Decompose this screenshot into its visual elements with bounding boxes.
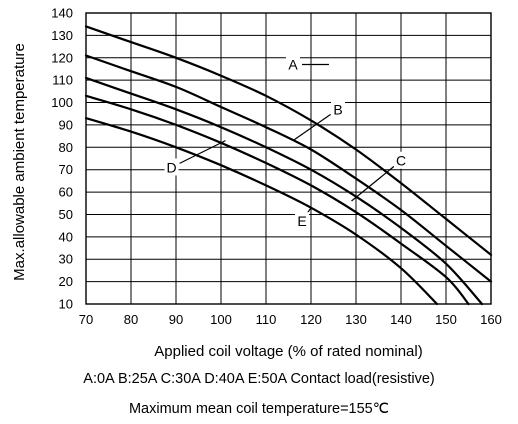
plot-frame <box>85 12 492 305</box>
annotation-label-a: A <box>288 56 298 72</box>
x-tick-label: 110 <box>256 312 277 327</box>
annotation-leaders <box>179 63 395 215</box>
series-line-b <box>84 54 493 283</box>
y-tick-label: 100 <box>51 95 73 110</box>
x-tick-label: 130 <box>345 312 367 327</box>
y-tick-label: 10 <box>59 297 73 312</box>
x-tick-label: 70 <box>79 312 93 327</box>
x-tick-label: 90 <box>169 312 183 327</box>
y-tick-label: 130 <box>51 28 73 43</box>
y-tick-label: 140 <box>51 6 73 21</box>
series-curves <box>84 25 493 306</box>
series-line-c <box>84 76 484 306</box>
x-tick-label: 140 <box>390 312 412 327</box>
annotation-bg <box>394 151 408 169</box>
y-tick-labels: 10 20 30 40 50 60 70 80 90 100 110 120 130 140 <box>51 6 73 312</box>
x-tick-label: 150 <box>435 312 457 327</box>
x-tick-label: 120 <box>300 312 322 327</box>
note-caption: Maximum mean coil temperature=155℃ <box>128 401 390 417</box>
annotation-label-e: E <box>297 213 306 229</box>
y-tick-label: 50 <box>59 207 73 222</box>
annotation-leader-d <box>179 140 226 164</box>
series-line-d <box>84 94 470 306</box>
y-tick-label: 60 <box>59 185 73 200</box>
x-tick-labels: 70 80 90 100 110 120 130 140 150 160 <box>79 312 502 327</box>
annotation-leader-c <box>351 165 395 202</box>
annotation-leader-b <box>292 113 331 142</box>
y-axis-title: Max.allowable ambient temperature <box>11 43 28 281</box>
x-tick-label: 80 <box>124 312 138 327</box>
annotation-bg <box>164 158 179 176</box>
y-tick-label: 110 <box>52 73 73 88</box>
y-tick-label: 20 <box>59 274 73 289</box>
y-tick-label: 40 <box>59 229 73 244</box>
x-tick-label: 160 <box>480 312 502 327</box>
y-tick-label: 120 <box>51 50 73 65</box>
annotation-label-c: C <box>396 153 406 169</box>
legend-caption: A:0A B:25A C:30A D:40A E:50A Contact loa… <box>83 371 435 387</box>
annotation-label-b: B <box>333 101 342 117</box>
x-axis-title: Applied coil voltage (% of rated nominal… <box>154 343 422 360</box>
y-tick-label: 90 <box>59 117 73 132</box>
y-tick-label: 70 <box>59 162 73 177</box>
y-tick-label: 80 <box>59 140 73 155</box>
x-tick-label: 100 <box>210 312 232 327</box>
series-line-a <box>84 25 493 256</box>
annotation-bg <box>331 100 345 118</box>
series-line-e <box>84 117 439 306</box>
y-tick-label: 30 <box>59 252 73 267</box>
annotation-label-d: D <box>166 159 176 175</box>
annotation-bg <box>295 212 309 230</box>
annotation-bg <box>286 55 300 73</box>
